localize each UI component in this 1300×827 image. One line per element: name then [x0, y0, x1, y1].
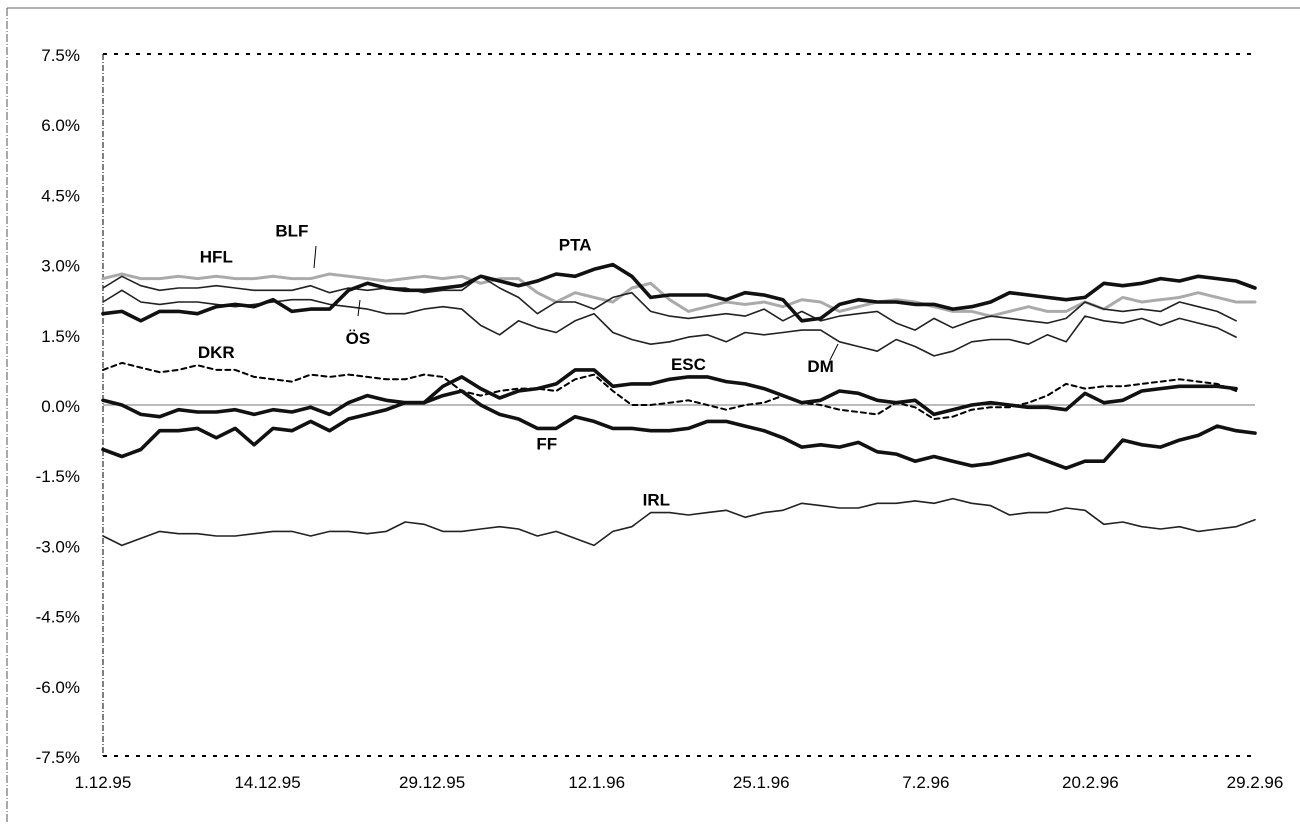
label-leader-line [829, 343, 839, 361]
grid-layer [103, 53, 1255, 757]
x-tick-label: 7.2.96 [902, 773, 949, 792]
y-tick-label: -1.5% [36, 467, 80, 486]
y-tick-label: 3.0% [41, 257, 80, 276]
series-label: DM [807, 357, 833, 376]
y-tick-label: 6.0% [41, 116, 80, 135]
y-tick-label: -4.5% [36, 608, 80, 627]
series-layer [101, 262, 1257, 547]
series-line-pta [101, 262, 1257, 323]
label-layer: HFL BLF PTA ÖS DKR ESC DM FF IRL [198, 222, 839, 510]
x-tick-label: 29.2.96 [1227, 773, 1284, 792]
axis-layer: 7.5% 6.0% 4.5% 3.0% 1.5% 0.0% -1.5% -3.0% -4.5% -… [6, 7, 1300, 822]
x-tick-label: 29.12.95 [399, 773, 465, 792]
series-line-ff [101, 389, 1257, 471]
series-line-blf [102, 275, 1237, 331]
x-tick-label: 1.12.95 [75, 773, 132, 792]
label-leader-line [357, 299, 361, 317]
x-tick-label: 25.1.96 [733, 773, 790, 792]
series-label: IRL [643, 491, 670, 510]
series-line-hfl [101, 272, 1257, 318]
series-label: PTA [559, 236, 592, 255]
series-line-esc [101, 368, 1238, 419]
series-label: ÖS [346, 329, 371, 348]
x-tick-label: 12.1.96 [568, 773, 625, 792]
y-tick-label: -6.0% [36, 678, 80, 697]
series-label: HFL [200, 247, 233, 266]
series-label: ESC [671, 355, 706, 374]
y-tick-label: 4.5% [41, 186, 80, 205]
y-tick-label: 0.0% [41, 397, 80, 416]
x-tick-label: 20.2.96 [1062, 773, 1119, 792]
series-line-dkr [102, 361, 1238, 420]
series-line-irl [102, 497, 1256, 547]
series-label: BLF [275, 222, 308, 241]
y-tick-label: 1.5% [41, 327, 80, 346]
y-tick-label: -3.0% [36, 537, 80, 556]
x-tick-label: 14.12.95 [234, 773, 300, 792]
series-line-xs [102, 289, 1237, 357]
series-label: FF [536, 434, 557, 453]
y-tick-label: 7.5% [41, 46, 80, 65]
y-tick-label: -7.5% [36, 748, 80, 767]
label-leader-line [313, 245, 317, 269]
series-label: DKR [198, 343, 235, 362]
